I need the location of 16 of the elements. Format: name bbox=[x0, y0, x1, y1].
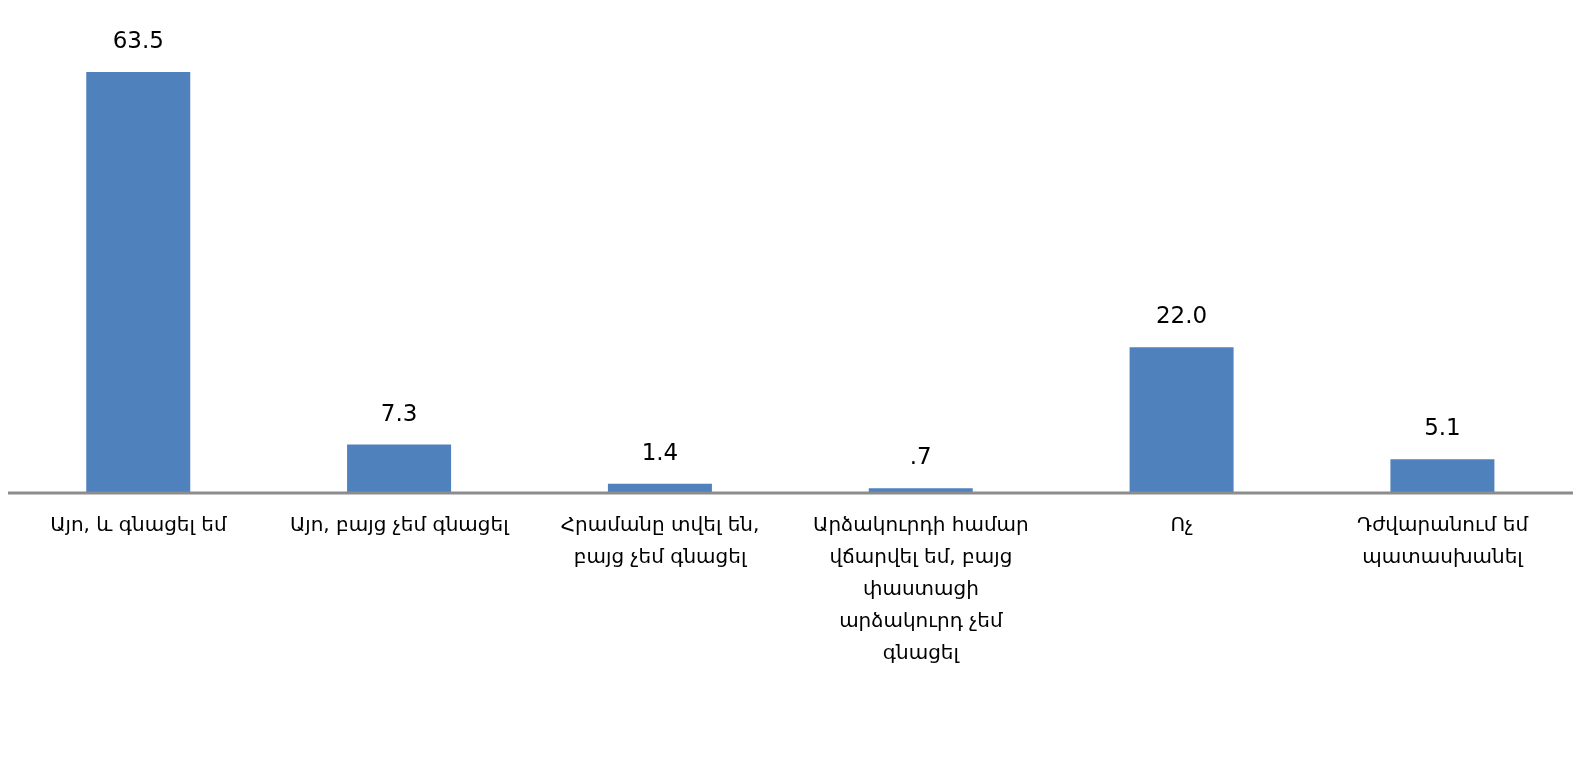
x-tick-label: Այո, բայց չեմ գնացել bbox=[289, 512, 511, 537]
data-label: 7.3 bbox=[380, 399, 418, 426]
x-tick-label: Դժվարանում եմ պատասխանել bbox=[1357, 512, 1529, 569]
bar bbox=[347, 444, 452, 493]
x-tick-label: Ոչ bbox=[1170, 512, 1194, 537]
x-tick-label: Հրամանը տվել են, բայց չեմ գնացել bbox=[560, 512, 760, 569]
data-label: 5.1 bbox=[1424, 414, 1461, 441]
bar bbox=[1390, 459, 1495, 493]
data-label: .7 bbox=[909, 443, 932, 470]
data-label: 63.5 bbox=[112, 27, 164, 53]
x-tick-label: Այո, և գնացել եմ bbox=[50, 512, 227, 537]
bar bbox=[86, 72, 191, 493]
x-tick-label: Արձակուրդի համար վճարվել եմ, բայց փաստացի արձակուրդ չեմ գնացել bbox=[813, 512, 1029, 665]
data-label: 1.4 bbox=[641, 438, 679, 465]
bar bbox=[1129, 347, 1234, 493]
data-label: 22.0 bbox=[1155, 302, 1208, 329]
